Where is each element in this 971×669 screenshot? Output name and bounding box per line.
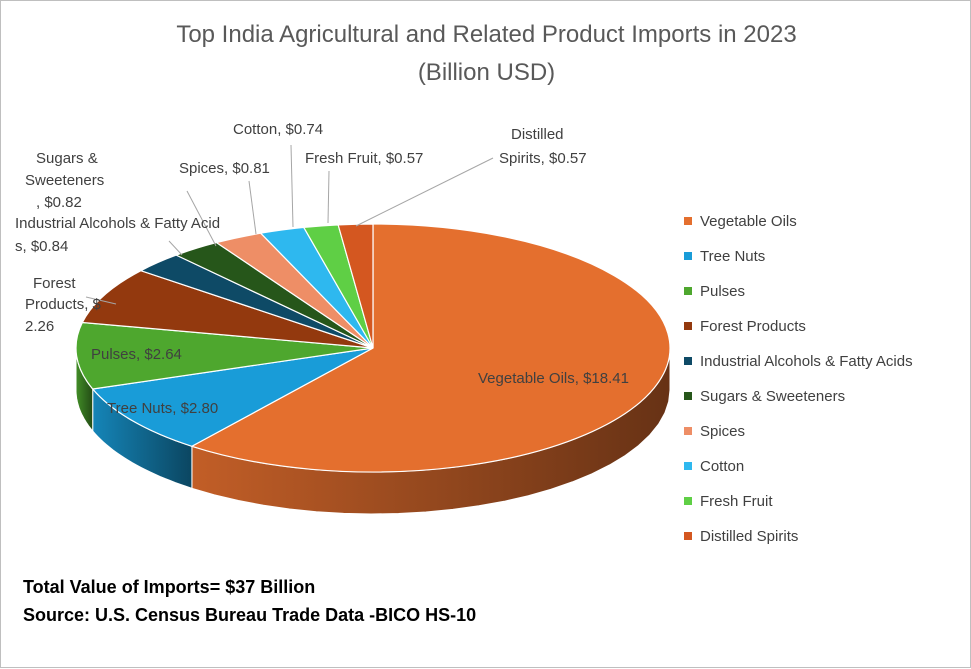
legend-label-distilled-spirits: Distilled Spirits [700,528,798,545]
data-label-distilled-spirits-line-1: Distilled [511,126,564,143]
legend: Vegetable Oils Tree Nuts Pulses Forest Prod… [684,213,913,545]
legend-swatch-sugars-and-sweeteners [684,392,692,400]
data-label-pulses: Pulses, $2.64 [91,346,182,363]
data-label-tree-nuts: Tree Nuts, $2.80 [107,400,218,417]
data-label-vegetable-oils: Vegetable Oils, $18.41 [478,370,629,387]
data-label-forest-products-line-3: 2.26 [25,318,54,335]
data-label-sugars-and-sweeteners-line-3: , $0.82 [36,194,82,211]
data-label-sugars-and-sweeteners-line-2: Sweeteners [25,172,104,189]
source-note: Source: U.S. Census Bureau Trade Data -B… [23,605,477,625]
data-label-fresh-fruit: Fresh Fruit, $0.57 [305,150,423,167]
leader-line-cotton [290,144,294,228]
leader-line-industrial-alcohols-and-fatty-acids [168,240,183,256]
leader-line-forest-products [85,296,117,305]
legend-swatch-industrial-alcohols-and-fatty-acids [684,357,692,365]
legend-swatch-fresh-fruit [684,497,692,505]
legend-label-fresh-fruit: Fresh Fruit [700,493,773,510]
legend-swatch-cotton [684,462,692,470]
leader-line-sugars-and-sweeteners [186,190,217,247]
legend-swatch-spices [684,427,692,435]
legend-label-tree-nuts: Tree Nuts [700,248,765,265]
chart-title: Top India Agricultural and Related Produ… [176,21,797,48]
total-note: Total Value of Imports= $37 Billion [23,577,316,597]
data-label-forest-products-line-1: Forest [33,275,76,292]
legend-swatch-distilled-spirits [684,532,692,540]
data-label-cotton: Cotton, $0.74 [233,121,323,138]
data-label-industrial-alcohols-and-fatty-acids-line-1: Industrial Alcohols & Fatty Acid [15,215,220,232]
slice-vegetable-oils [190,223,671,473]
legend-label-spices: Spices [700,423,745,440]
slice-tree-nuts [91,347,374,447]
leader-lines [85,144,494,305]
slice-forest-products [81,270,374,349]
legend-swatch-vegetable-oils [684,217,692,225]
legend-swatch-pulses [684,287,692,295]
legend-swatch-forest-products [684,322,692,330]
data-labels: Vegetable Oils, $18.41 Tree Nuts, $2.80 Pu… [15,121,629,417]
slice-distilled-spirits [337,223,374,349]
legend-label-forest-products: Forest Products [700,318,806,335]
data-label-sugars-and-sweeteners-line-1: Sugars & [36,150,98,167]
leader-line-distilled-spirits [355,157,494,227]
data-label-industrial-alcohols-and-fatty-acids-line-2: s, $0.84 [15,238,68,255]
pie-slices [75,223,671,473]
leader-line-fresh-fruit [327,170,330,224]
leader-line-spices [248,180,257,235]
legend-label-vegetable-oils: Vegetable Oils [700,213,797,230]
slice-pulses [75,321,374,390]
chart-subtitle: (Billion USD) [417,59,556,86]
legend-label-sugars-and-sweeteners: Sugars & Sweeteners [700,388,845,405]
legend-swatch-tree-nuts [684,252,692,260]
data-label-forest-products-line-2: Products, $ [25,296,102,313]
data-label-spices: Spices, $0.81 [179,160,270,177]
legend-label-industrial-alcohols-and-fatty-acids: Industrial Alcohols & Fatty Acids [700,353,913,370]
data-label-distilled-spirits-line-2: Spirits, $0.57 [499,150,587,167]
legend-label-cotton: Cotton [700,458,744,475]
legend-label-pulses: Pulses [700,283,745,300]
